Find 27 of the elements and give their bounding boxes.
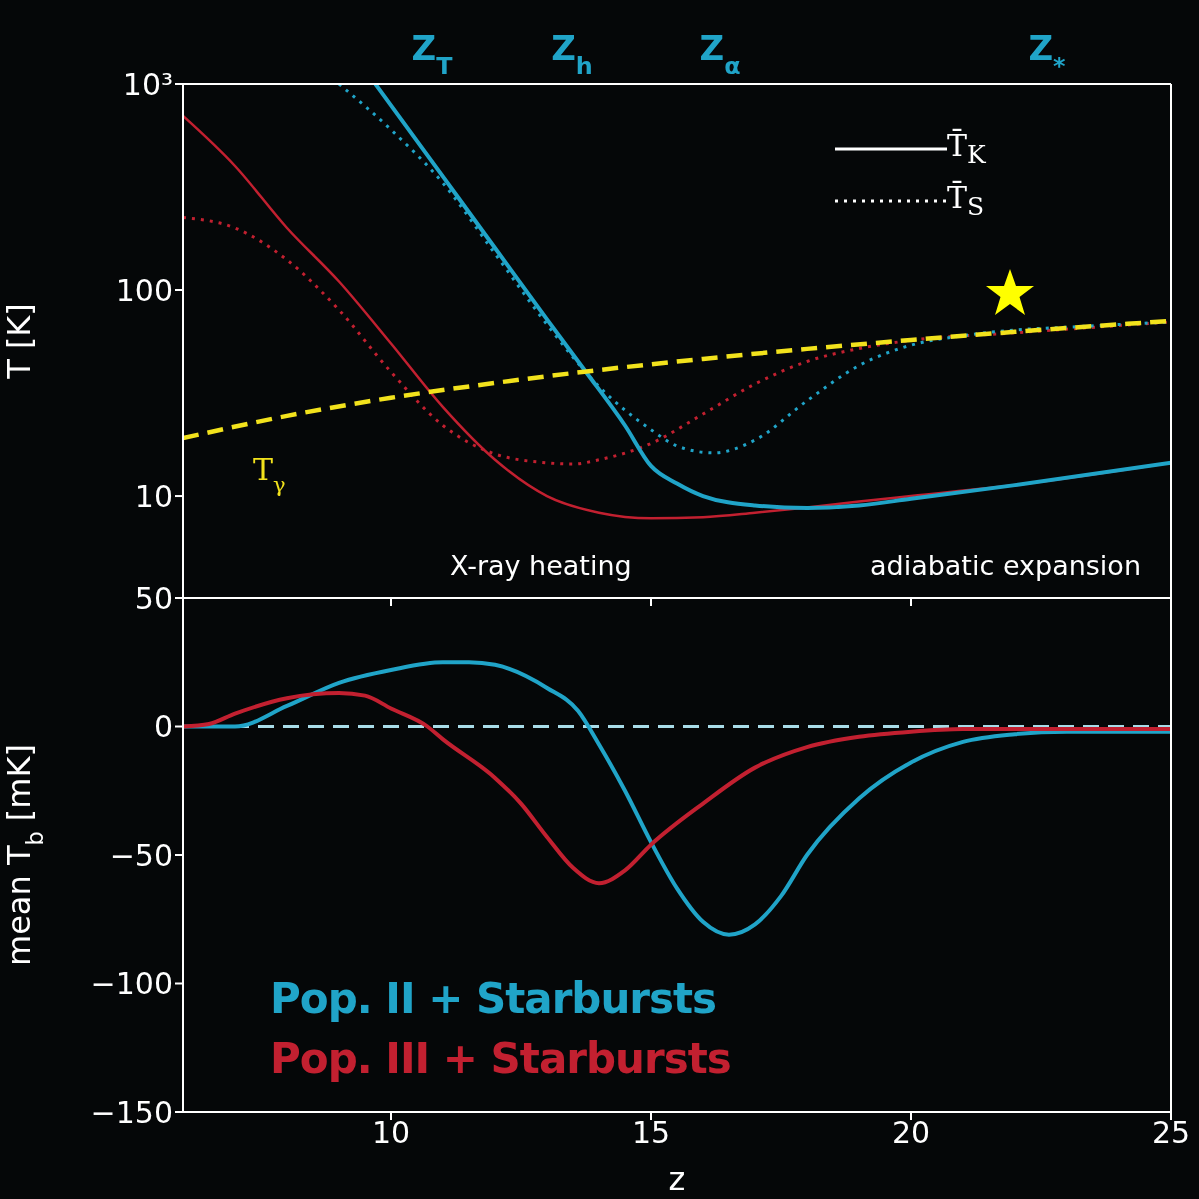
line-series bbox=[183, 660, 1171, 937]
x-axis-title: z bbox=[668, 1160, 686, 1198]
y-tick-label: 100 bbox=[115, 272, 173, 308]
x-tick-label: 25 bbox=[1151, 1115, 1191, 1151]
y-tick-label: 10 bbox=[134, 478, 173, 514]
annotation: X-ray heating bbox=[450, 550, 632, 581]
x-tick-label: 20 bbox=[891, 1115, 931, 1151]
text: Z$_{α}$ bbox=[699, 28, 741, 80]
text: Z$_{*}$ bbox=[1028, 28, 1066, 80]
line-series bbox=[183, 691, 1171, 886]
y-tick-label: −50 bbox=[109, 837, 173, 873]
annotation: T̄$_{S}$ bbox=[947, 180, 985, 221]
y-tick-label: 10³ bbox=[122, 66, 173, 102]
y-tick-label: −150 bbox=[90, 1094, 173, 1130]
text: Pop. III + Starbursts bbox=[270, 1033, 731, 1085]
series-label: Pop. II + Starbursts bbox=[270, 973, 718, 1025]
y-tick-label: 50 bbox=[134, 580, 173, 616]
x-tick-label: 10 bbox=[371, 1115, 411, 1151]
text: Z$_{h}$ bbox=[551, 28, 593, 80]
series-label: T$_{γ}$ bbox=[253, 452, 286, 498]
text: Z$_{T}$ bbox=[411, 28, 454, 80]
x-tick-label: 15 bbox=[631, 1115, 671, 1151]
y-tick-label: −100 bbox=[90, 966, 173, 1002]
annotation: T̄$_{K}$ bbox=[947, 128, 986, 169]
annotation: adiabatic expansion bbox=[869, 550, 1141, 581]
y-axis-title: T [K] bbox=[0, 303, 38, 380]
y-tick-label: 0 bbox=[153, 709, 173, 745]
